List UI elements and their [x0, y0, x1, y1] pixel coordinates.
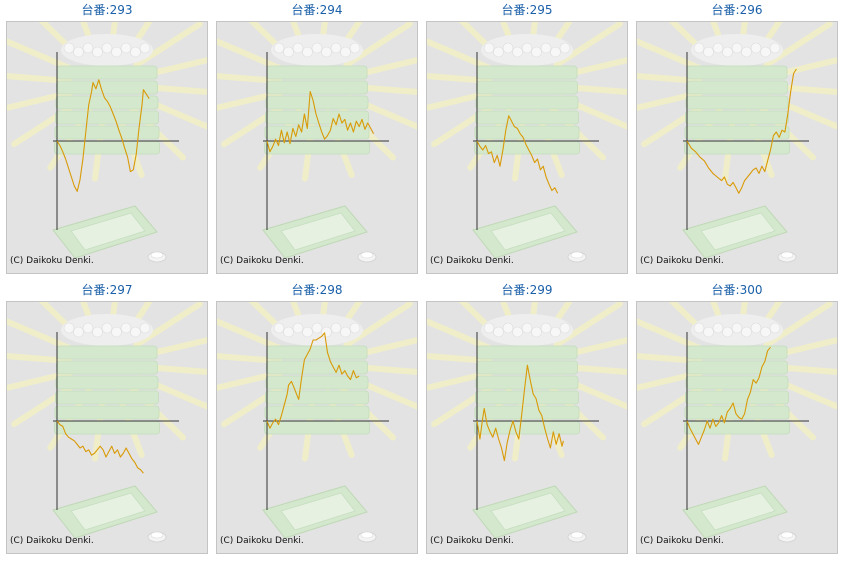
- machine-cell: 台番:300 (C) Daikoku Denki.: [636, 280, 838, 554]
- machine-cell: 台番:293 (C) Daikoku Denki.: [6, 0, 208, 274]
- slump-series-line: [476, 115, 559, 194]
- copyright-text: (C) Daikoku Denki.: [430, 256, 514, 266]
- decor-background: [7, 302, 207, 543]
- slump-series-line: [56, 79, 150, 192]
- machine-number-title[interactable]: 台番:298: [216, 282, 418, 298]
- slump-series-line: [686, 346, 771, 445]
- machine-cell: 台番:294 (C) Daikoku Denki.: [216, 0, 418, 274]
- copyright-text: (C) Daikoku Denki.: [640, 536, 724, 546]
- slump-series-line: [686, 68, 797, 194]
- copyright-text: (C) Daikoku Denki.: [220, 536, 304, 546]
- copyright-text: (C) Daikoku Denki.: [640, 256, 724, 266]
- slump-graph-panel[interactable]: (C) Daikoku Denki.: [6, 21, 208, 274]
- slump-graph-panel[interactable]: (C) Daikoku Denki.: [216, 301, 418, 554]
- machine-cell: 台番:296 (C) Daikoku Denki.: [636, 0, 838, 274]
- slump-graph-panel[interactable]: (C) Daikoku Denki.: [636, 21, 838, 274]
- slump-series-line: [56, 420, 144, 474]
- slump-graph-svg: [637, 302, 837, 543]
- decor-background: [217, 302, 417, 543]
- machine-number: 295: [529, 3, 553, 17]
- slump-graph-svg: [637, 22, 837, 263]
- slump-graph-panel[interactable]: (C) Daikoku Denki.: [6, 301, 208, 554]
- slump-graph-panel[interactable]: (C) Daikoku Denki.: [426, 301, 628, 554]
- slump-series-line: [266, 332, 360, 429]
- machine-cell: 台番:295 (C) Daikoku Denki.: [426, 0, 628, 274]
- decor-background: [217, 22, 417, 263]
- decor-background: [637, 22, 837, 263]
- copyright-text: (C) Daikoku Denki.: [430, 536, 514, 546]
- machine-number-title[interactable]: 台番:300: [636, 282, 838, 298]
- machine-prefix: 台番:: [501, 3, 530, 17]
- slump-graph-panel[interactable]: (C) Daikoku Denki.: [636, 301, 838, 554]
- machine-number: 298: [319, 283, 343, 297]
- machine-number-title[interactable]: 台番:295: [426, 2, 628, 18]
- decor-background: [7, 22, 207, 263]
- machine-cell: 台番:297 (C) Daikoku Denki.: [6, 280, 208, 554]
- machine-number: 299: [529, 283, 553, 297]
- machine-prefix: 台番:: [711, 3, 740, 17]
- slump-graph-svg: [427, 302, 627, 543]
- slump-graph-panel[interactable]: (C) Daikoku Denki.: [216, 21, 418, 274]
- copyright-text: (C) Daikoku Denki.: [10, 536, 94, 546]
- machine-prefix: 台番:: [501, 283, 530, 297]
- slump-series-line: [266, 90, 375, 153]
- machine-prefix: 台番:: [291, 3, 320, 17]
- machine-number: 293: [109, 3, 133, 17]
- machine-number-title[interactable]: 台番:299: [426, 282, 628, 298]
- machine-number-title[interactable]: 台番:297: [6, 282, 208, 298]
- machine-number-title[interactable]: 台番:296: [636, 2, 838, 18]
- decor-background: [427, 22, 627, 263]
- machine-cell: 台番:298 (C) Daikoku Denki.: [216, 280, 418, 554]
- slump-graph-svg: [217, 302, 417, 543]
- slump-graph-svg: [217, 22, 417, 263]
- slump-graph-svg: [7, 302, 207, 543]
- machine-number-title[interactable]: 台番:294: [216, 2, 418, 18]
- copyright-text: (C) Daikoku Denki.: [220, 256, 304, 266]
- machine-number: 294: [319, 3, 343, 17]
- slump-series-line: [476, 364, 564, 462]
- machine-prefix: 台番:: [81, 283, 110, 297]
- machine-number-title[interactable]: 台番:293: [6, 2, 208, 18]
- machine-number: 296: [739, 3, 763, 17]
- machine-cell: 台番:299 (C) Daikoku Denki.: [426, 280, 628, 554]
- slump-graph-svg: [427, 22, 627, 263]
- slump-graph-svg: [7, 22, 207, 263]
- decor-background: [637, 302, 837, 543]
- slump-graph-panel[interactable]: (C) Daikoku Denki.: [426, 21, 628, 274]
- machine-prefix: 台番:: [711, 283, 740, 297]
- machine-prefix: 台番:: [291, 283, 320, 297]
- machine-number: 300: [739, 283, 763, 297]
- decor-background: [427, 302, 627, 543]
- copyright-text: (C) Daikoku Denki.: [10, 256, 94, 266]
- machine-number: 297: [109, 283, 133, 297]
- machine-prefix: 台番:: [81, 3, 110, 17]
